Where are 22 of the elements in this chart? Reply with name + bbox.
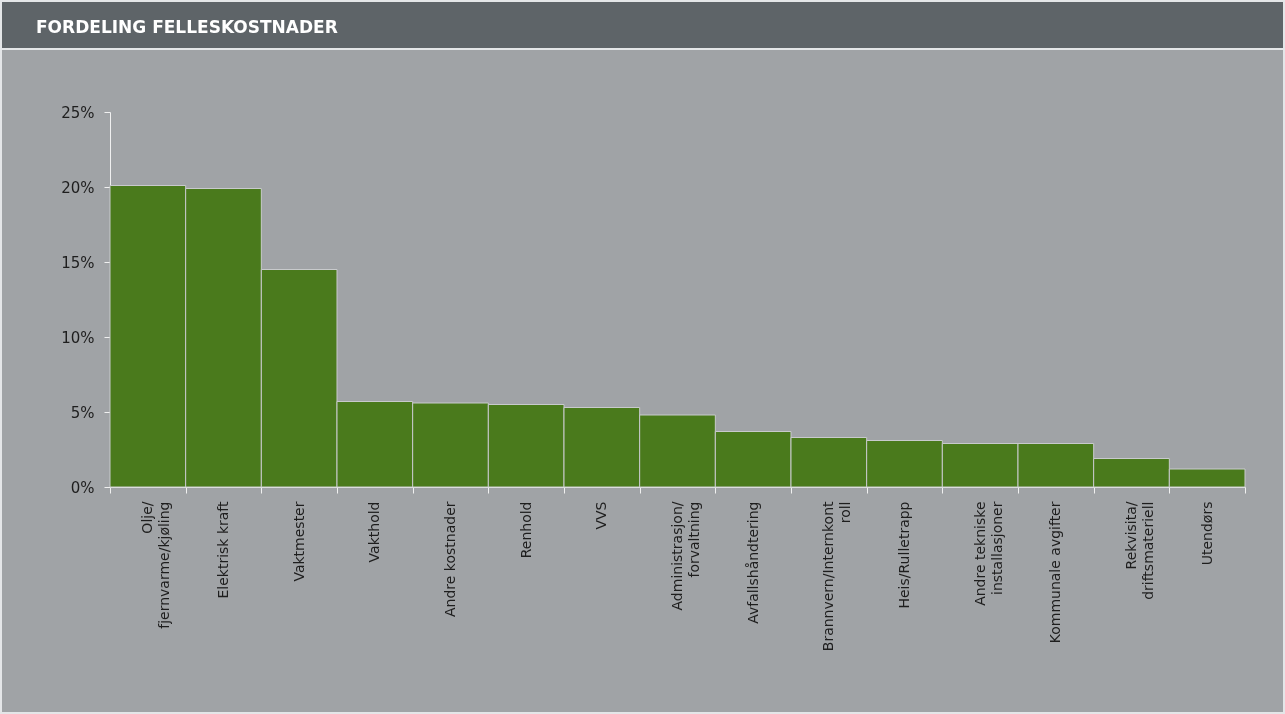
x-tick-label: Vaktmester [290,501,307,582]
x-tick-label: Elektrisk kraft [215,501,231,599]
x-tick-label: Brannvern/Internkont roll [820,501,854,652]
chart-title: FORDELING FELLESKOSTNADER [2,2,1283,50]
y-tick-label: 5% [70,403,95,422]
x-tick-label: Utendørs [1198,501,1215,566]
x-tick-label: Kommunale avgifter [1047,501,1064,644]
y-tick-label: 15% [61,253,95,272]
x-tick-label: Rekvisita/ driftsmateriell [1123,501,1156,600]
y-tick-label: 10% [61,328,95,347]
x-tick-label: Andre tekniske installasjoner [971,501,1005,606]
x-tick-label: Vakthold [366,501,383,563]
x-tick-label: Avfallshåndtering [744,501,761,624]
x-tick-label: VVS [593,501,610,530]
x-tick-label: Heis/Rulletrapp [896,501,912,609]
x-tick-label: Olje/ fjernvarme/kjøling [139,501,173,629]
x-tick-label: Administrasjon/ forvaltning [669,501,702,611]
y-tick-label: 20% [61,178,95,197]
x-tick-label: Renhold [517,501,534,559]
y-tick-label: 0% [70,478,95,497]
x-tick-label: Andre kostnader [442,501,458,618]
y-tick-label: 25% [61,103,95,122]
